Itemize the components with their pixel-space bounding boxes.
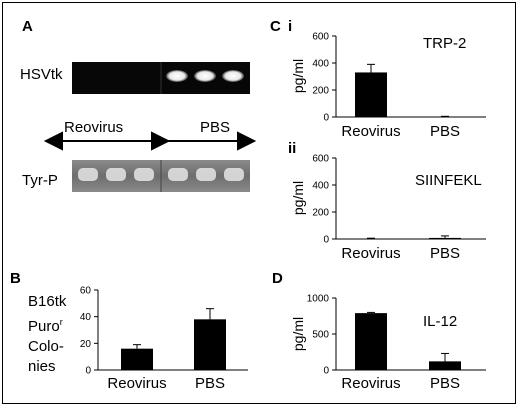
y-tick-label-cii-3: 600 — [312, 154, 329, 165]
y-tick-label-ci-3: 600 — [312, 32, 329, 43]
annotation-ci: TRP-2 — [423, 35, 466, 52]
pbs-arrow — [168, 131, 257, 151]
y-tick-label-ci-0: 0 — [323, 113, 329, 124]
category-label-cii-0: Reovirus — [341, 245, 400, 262]
y-tick-label-b-2: 40 — [80, 312, 92, 323]
hsvtk-band-2 — [194, 70, 216, 82]
bar-b-pbs — [194, 319, 226, 370]
y-tick-label-d-2: 1000 — [307, 294, 330, 305]
panel-c-sub-ii: ii — [288, 140, 297, 157]
annotation-d: IL-12 — [423, 313, 457, 330]
b-ylabel-line-2: Puror — [28, 317, 63, 335]
hsvtk-band-1 — [166, 70, 188, 82]
bar-cii-pbs — [429, 237, 461, 239]
category-label-cii-1: PBS — [430, 245, 460, 262]
tyrp-bands — [78, 168, 244, 181]
panel-a-gels — [43, 62, 257, 192]
y-axis-label-ci: pg/ml — [290, 59, 306, 93]
y-tick-label-cii-1: 200 — [312, 208, 329, 219]
category-label-d-1: PBS — [430, 375, 460, 392]
chart-b: 0 20 40 60 Reovirus PBS — [80, 286, 248, 392]
y-tick-label-d-1: 500 — [312, 330, 329, 341]
hsvtk-label: HSVtk — [20, 66, 63, 83]
category-label-ci-0: Reovirus — [341, 123, 400, 140]
panel-c-sub-i: i — [288, 18, 293, 35]
bar-d-pbs — [429, 361, 461, 370]
chart-d: 0 500 1000 Reovirus PBS IL-12 pg/ml — [290, 294, 486, 392]
tyrp-label: Tyr-P — [22, 172, 58, 189]
y-tick-label-cii-2: 400 — [312, 181, 329, 192]
y-tick-label-ci-1: 200 — [312, 86, 329, 97]
pbs-group-label: PBS — [200, 119, 231, 136]
panel-a-label: A — [22, 18, 33, 35]
category-label-b-0: Reovirus — [107, 375, 166, 392]
y-tick-label-b-3: 60 — [80, 286, 92, 297]
hsvtk-band-3 — [222, 70, 244, 82]
chart-ci: 0 200 400 600 Reovirus PBS TRP-2 pg/ml — [290, 32, 486, 140]
panel-b-label: B — [10, 270, 21, 287]
y-axis-label-d: pg/ml — [290, 317, 306, 351]
y-axis-label-cii: pg/ml — [290, 181, 306, 215]
y-tick-label-b-0: 0 — [85, 366, 91, 377]
y-tick-label-cii-0: 0 — [323, 235, 329, 246]
reovirus-group-label: Reovirus — [64, 119, 124, 136]
bar-ci-reovirus — [355, 72, 387, 117]
category-label-b-1: PBS — [195, 375, 225, 392]
y-tick-label-ci-2: 400 — [312, 59, 329, 70]
b-ylabel-line-4: nies — [28, 358, 56, 375]
reovirus-arrow — [43, 131, 171, 151]
y-tick-label-d-0: 0 — [323, 366, 329, 377]
b-ylabel-line-1: B16tk — [28, 293, 67, 310]
y-tick-label-b-1: 20 — [80, 339, 92, 350]
category-label-d-0: Reovirus — [341, 375, 400, 392]
bar-b-reovirus — [121, 348, 153, 370]
figure-frame — [2, 2, 516, 404]
annotation-cii: SIINFEKL — [415, 172, 482, 189]
panel-b-ylabel: B16tk Puror Colo- nies — [28, 292, 66, 377]
panel-c-label: C — [270, 18, 281, 35]
chart-cii: 0 200 400 600 Reovirus PBS SIINFEKL pg/ml — [290, 154, 486, 262]
b-ylabel-line-3: Colo- — [28, 338, 64, 355]
panel-d-label: D — [272, 270, 283, 287]
category-label-ci-1: PBS — [430, 123, 460, 140]
bar-d-reovirus — [355, 313, 387, 370]
